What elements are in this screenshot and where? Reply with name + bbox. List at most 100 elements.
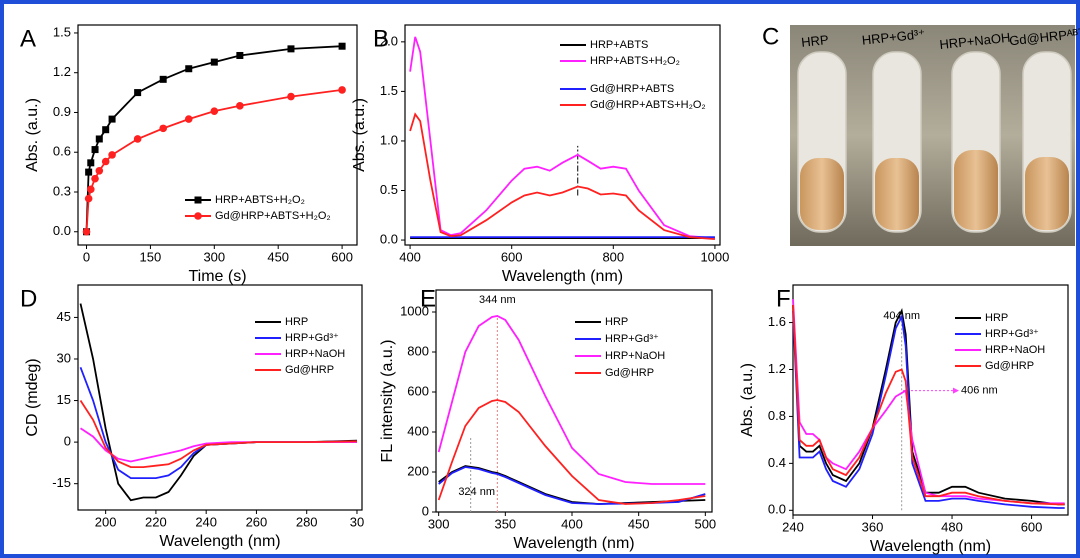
x-tick-label: 220	[145, 514, 167, 529]
y-axis-title: Abs. (a.u.)	[739, 363, 756, 437]
photo-caption: HRP	[800, 32, 829, 50]
y-tick-label: 1.2	[53, 64, 71, 79]
photo-caption: HRP+Gd³⁺	[861, 26, 926, 48]
liquid	[875, 158, 919, 230]
y-tick-label: 30	[57, 350, 71, 365]
plot-frame	[792, 284, 1069, 516]
panel-label: B	[373, 25, 389, 52]
y-tick-label: 45	[57, 309, 71, 324]
legend-label: HRP+Gd³⁺	[605, 333, 659, 345]
x-tick-label: 0	[83, 249, 90, 264]
annotation-text: 324 nm	[458, 486, 495, 498]
marker	[210, 107, 219, 115]
arrow-head	[953, 387, 959, 394]
legend-label: Gd@HRP+ABTS+H₂O₂	[215, 210, 331, 222]
x-axis-title: Wavelength (nm)	[159, 533, 280, 550]
y-axis-title: FL intensity (a.u.)	[379, 339, 396, 462]
legend-label: HRP	[985, 312, 1008, 324]
plot-frame	[77, 284, 363, 511]
legend-label: Gd@HRP	[985, 360, 1034, 372]
annotation-text: 344 nm	[479, 294, 516, 306]
series-line	[437, 315, 706, 485]
marker	[86, 185, 95, 194]
y-tick-label: -15	[52, 475, 71, 490]
marker	[287, 45, 295, 53]
y-tick-label: 15	[57, 392, 71, 407]
x-axis-title: Wavelength (nm)	[513, 535, 634, 552]
liquids	[800, 150, 1069, 230]
legend-label: HRP+ABTS+H₂O₂	[215, 194, 305, 206]
marker	[95, 135, 103, 143]
y-tick-label: 0.8	[768, 408, 786, 423]
legend-label: HRP	[605, 316, 628, 328]
y-tick-label: 0.5	[380, 182, 398, 197]
marker	[287, 92, 295, 101]
legend-marker	[194, 196, 202, 204]
series-line	[792, 299, 1065, 505]
x-tick-label: 800	[602, 249, 624, 264]
x-tick-label: 30	[350, 514, 364, 529]
legend-label: Gd@HRP	[285, 364, 334, 376]
y-tick-label: 2.0	[380, 33, 398, 48]
legend-label: HRP+ABTS	[590, 39, 648, 51]
y-axis-title: CD (mdeg)	[24, 358, 41, 436]
photo	[790, 25, 1075, 246]
x-tick-label: 200	[95, 514, 117, 529]
x-tick-label: 400	[399, 249, 421, 264]
x-tick-label: 240	[782, 519, 804, 534]
marker	[95, 166, 104, 175]
x-tick-label: 280	[296, 514, 318, 529]
x-tick-label: 260	[246, 514, 268, 529]
legend-label: Gd@HRP+ABTS+H₂O₂	[590, 99, 706, 111]
x-tick-label: 600	[331, 249, 353, 264]
marker	[87, 159, 95, 167]
legend-label: HRP+ABTS+H₂O₂	[590, 55, 680, 67]
marker	[338, 42, 346, 50]
series-line	[792, 310, 1065, 509]
x-axis-title: Time (s)	[188, 268, 246, 285]
x-tick-label: 400	[561, 516, 583, 531]
marker	[82, 227, 91, 236]
y-tick-label: 1000	[400, 303, 429, 318]
x-tick-label: 350	[494, 516, 516, 531]
y-tick-label: 0.9	[53, 104, 71, 119]
plot-frame	[435, 289, 713, 513]
y-tick-label: 0.4	[768, 455, 786, 470]
series-line	[437, 399, 706, 505]
y-tick-label: 0.3	[53, 183, 71, 198]
x-tick-label: 480	[941, 519, 963, 534]
y-tick-label: 800	[407, 343, 429, 358]
x-axis-title: Wavelength (nm)	[870, 538, 991, 555]
marker	[108, 151, 116, 159]
x-tick-label: 240	[195, 514, 217, 529]
x-tick-label: 1000	[700, 249, 729, 264]
x-tick-label: 600	[1021, 519, 1043, 534]
y-tick-label: 200	[407, 463, 429, 478]
y-tick-label: 1.5	[53, 24, 71, 39]
marker	[236, 51, 244, 59]
x-tick-label: 300	[428, 516, 450, 531]
y-tick-label: 600	[407, 383, 429, 398]
y-tick-label: 0.6	[53, 144, 71, 159]
photo-caption: HRP+NaOH	[939, 30, 1011, 52]
legend-label: Gd@HRP+ABTS	[590, 83, 674, 95]
marker	[108, 115, 116, 123]
legend-label: HRP+NaOH	[605, 350, 665, 362]
y-tick-label: 1.2	[768, 361, 786, 376]
series-line	[792, 304, 1065, 506]
marker	[133, 135, 142, 143]
legend-label: HRP+Gd³⁺	[285, 332, 339, 344]
marker	[91, 174, 99, 183]
legend-label: HRP+Gd³⁺	[985, 328, 1039, 340]
photo-caption: Gd@HRPᴬᴮᵀ	[1008, 26, 1080, 49]
x-tick-label: 500	[694, 516, 716, 531]
plot-frame	[404, 24, 721, 246]
panel-label: A	[20, 25, 36, 52]
y-tick-label: 0.0	[53, 223, 71, 238]
marker	[91, 146, 99, 154]
y-tick-label: 0	[422, 503, 429, 518]
y-tick-label: 0.0	[380, 231, 398, 246]
legend-label: HRP	[285, 316, 308, 328]
marker	[101, 157, 110, 166]
